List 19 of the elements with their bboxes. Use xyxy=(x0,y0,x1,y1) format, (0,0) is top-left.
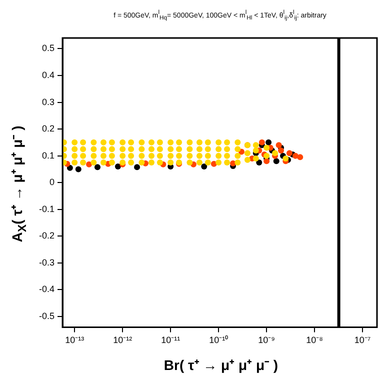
y-tick-label: -0.2 xyxy=(38,230,55,241)
x-tick-label: 10⁻⁷ xyxy=(354,335,371,346)
x-tick-label: 10⁻⁹ xyxy=(258,335,276,346)
y-tick-label: 0 xyxy=(49,177,55,188)
y-tick-label: 0.5 xyxy=(42,43,55,54)
y-tick-label: 0.4 xyxy=(42,70,55,80)
y-tick-label: -0.5 xyxy=(38,310,55,321)
y-tick-label: -0.3 xyxy=(38,257,55,268)
x-tick-label: 10⁻¹² xyxy=(113,335,132,346)
x-tick-label: 10⁻⁸ xyxy=(306,335,324,346)
y-tick-label: 0.3 xyxy=(42,96,55,107)
y-tick-label: 0.2 xyxy=(42,124,55,134)
x-tick-label: 10⁻¹⁰ xyxy=(209,335,228,346)
x-axis-title: Br( τ⁺ → μ⁺ μ⁺ μ⁻ ) xyxy=(162,356,280,374)
y-tick-label: -0.1 xyxy=(38,204,55,214)
y-tick-label: 0.1 xyxy=(42,150,55,160)
y-tick-label: -0.4 xyxy=(38,284,55,294)
x-tick-label: 10⁻¹³ xyxy=(65,335,84,346)
x-tick-label: 10⁻¹¹ xyxy=(161,335,180,346)
